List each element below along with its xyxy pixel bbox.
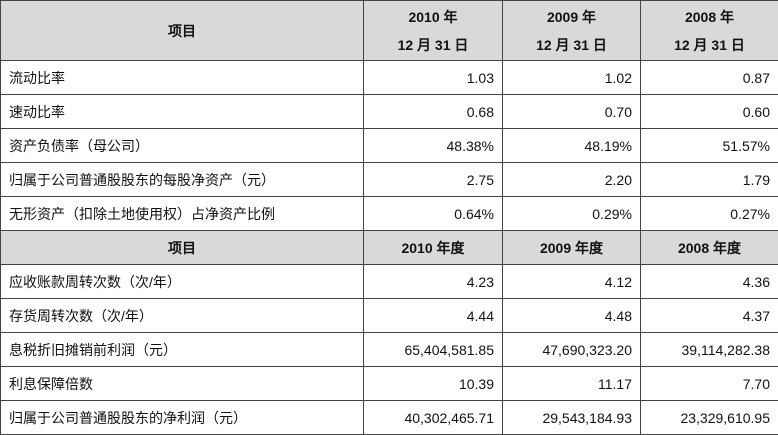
section2-year-header-2009: 2009 年度 (503, 231, 641, 265)
value-cell: 4.36 (641, 265, 778, 299)
value-cell: 4.44 (364, 299, 503, 333)
year-label: 2010 年 (372, 3, 494, 31)
value-cell: 7.70 (641, 367, 778, 401)
value-cell: 0.64% (364, 197, 503, 231)
table-row: 无形资产（扣除土地使用权）占净资产比例 0.64% 0.29% 0.27% (1, 197, 778, 231)
table-row: 归属于公司普通股股东的每股净资产（元） 2.75 2.20 1.79 (1, 163, 778, 197)
row-label: 流动比率 (1, 61, 364, 95)
table-row: 存货周转次数（次/年） 4.44 4.48 4.37 (1, 299, 778, 333)
table-row: 归属于公司普通股股东的净利润（元） 40,302,465.71 29,543,1… (1, 401, 778, 435)
table-row: 应收账款周转次数（次/年） 4.23 4.12 4.36 (1, 265, 778, 299)
row-label: 归属于公司普通股股东的净利润（元） (1, 401, 364, 435)
section2-year-header-2008: 2008 年度 (641, 231, 778, 265)
section1-year-header-2010: 2010 年 12 月 31 日 (364, 1, 503, 61)
row-label: 归属于公司普通股股东的每股净资产（元） (1, 163, 364, 197)
value-cell: 2.20 (503, 163, 641, 197)
section1-header-row: 项目 2010 年 12 月 31 日 2009 年 12 月 31 日 200… (1, 1, 778, 61)
value-cell: 1.79 (641, 163, 778, 197)
value-cell: 29,543,184.93 (503, 401, 641, 435)
value-cell: 4.23 (364, 265, 503, 299)
value-cell: 0.68 (364, 95, 503, 129)
year-label: 2008 年 (649, 3, 770, 31)
value-cell: 4.48 (503, 299, 641, 333)
value-cell: 11.17 (503, 367, 641, 401)
row-label: 资产负债率（母公司） (1, 129, 364, 163)
value-cell: 0.87 (641, 61, 778, 95)
row-label: 无形资产（扣除土地使用权）占净资产比例 (1, 197, 364, 231)
value-cell: 0.27% (641, 197, 778, 231)
section2-item-header: 项目 (1, 231, 364, 265)
value-cell: 40,302,465.71 (364, 401, 503, 435)
value-cell: 1.03 (364, 61, 503, 95)
value-cell: 47,690,323.20 (503, 333, 641, 367)
table-row: 流动比率 1.03 1.02 0.87 (1, 61, 778, 95)
section2-header-row: 项目 2010 年度 2009 年度 2008 年度 (1, 231, 778, 265)
value-cell: 23,329,610.95 (641, 401, 778, 435)
date-label: 12 月 31 日 (511, 31, 632, 59)
value-cell: 2.75 (364, 163, 503, 197)
section1-year-header-2009: 2009 年 12 月 31 日 (503, 1, 641, 61)
value-cell: 65,404,581.85 (364, 333, 503, 367)
row-label: 速动比率 (1, 95, 364, 129)
value-cell: 48.19% (503, 129, 641, 163)
table-row: 息税折旧摊销前利润（元） 65,404,581.85 47,690,323.20… (1, 333, 778, 367)
year-label: 2009 年 (511, 3, 632, 31)
row-label: 息税折旧摊销前利润（元） (1, 333, 364, 367)
table-row: 利息保障倍数 10.39 11.17 7.70 (1, 367, 778, 401)
value-cell: 1.02 (503, 61, 641, 95)
table-row: 资产负债率（母公司） 48.38% 48.19% 51.57% (1, 129, 778, 163)
value-cell: 51.57% (641, 129, 778, 163)
value-cell: 0.29% (503, 197, 641, 231)
table-row: 速动比率 0.68 0.70 0.60 (1, 95, 778, 129)
section1-item-header: 项目 (1, 1, 364, 61)
row-label: 存货周转次数（次/年） (1, 299, 364, 333)
section2-year-header-2010: 2010 年度 (364, 231, 503, 265)
row-label: 应收账款周转次数（次/年） (1, 265, 364, 299)
value-cell: 0.60 (641, 95, 778, 129)
value-cell: 48.38% (364, 129, 503, 163)
value-cell: 4.37 (641, 299, 778, 333)
value-cell: 39,114,282.38 (641, 333, 778, 367)
value-cell: 10.39 (364, 367, 503, 401)
row-label: 利息保障倍数 (1, 367, 364, 401)
section1-year-header-2008: 2008 年 12 月 31 日 (641, 1, 778, 61)
value-cell: 0.70 (503, 95, 641, 129)
value-cell: 4.12 (503, 265, 641, 299)
date-label: 12 月 31 日 (649, 31, 770, 59)
date-label: 12 月 31 日 (372, 31, 494, 59)
